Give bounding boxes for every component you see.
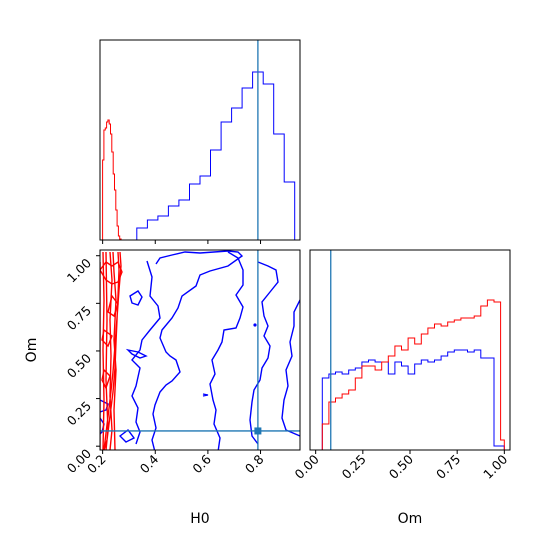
h0-x-tick-label-3: 0.8 bbox=[242, 451, 267, 476]
x-axis-label-h0: H0 bbox=[190, 511, 209, 527]
om-x-tick-label-4: 1.00 bbox=[480, 451, 510, 481]
h0-marginal-panel bbox=[99, 39, 301, 244]
om-y-tick-label-3: 0.75 bbox=[64, 303, 94, 333]
contour-content bbox=[100, 250, 300, 450]
om-y-tick-label-1: 0.25 bbox=[64, 398, 94, 428]
h0-hist-series-1 bbox=[102, 119, 123, 241]
blue-contour-bottom bbox=[118, 429, 136, 443]
om-hist-series-1 bbox=[315, 299, 505, 451]
om-marginal-panel: 0.00 0.25 0.50 0.75 1.00 bbox=[292, 249, 511, 482]
blue-contour-blip bbox=[202, 393, 209, 397]
red-contour-loop bbox=[100, 260, 123, 390]
om-hist-series-0 bbox=[315, 349, 505, 451]
blue-contour-tick bbox=[125, 348, 148, 359]
om-y-tick-label-2: 0.50 bbox=[64, 350, 94, 380]
blue-contour-right bbox=[209, 251, 244, 450]
h0-marginal-frame bbox=[99, 39, 301, 241]
contour-ticks: 0.2 0.4 0.6 0.80.000.250.500.751.00 bbox=[64, 255, 267, 476]
blue-contour-center bbox=[131, 250, 244, 450]
contour-truth-marker bbox=[254, 427, 262, 435]
x-axis-label-om: Om bbox=[398, 511, 423, 527]
h0-hist-series-0 bbox=[105, 71, 296, 241]
h0-x-tick-label-1: 0.4 bbox=[137, 451, 162, 476]
blue-contour-dot bbox=[253, 323, 257, 327]
om-x-tick-label-1: 0.25 bbox=[339, 452, 369, 482]
om-marginal-content bbox=[315, 250, 505, 451]
contour-frame bbox=[99, 249, 301, 451]
om-y-tick-label-4: 1.00 bbox=[64, 255, 94, 285]
y-axis-label-om: Om bbox=[24, 338, 40, 363]
h0-om-contour-panel: 0.2 0.4 0.6 0.80.000.250.500.751.00 bbox=[64, 249, 301, 476]
blue-contour-small-ring bbox=[129, 290, 143, 306]
h0-x-tick-label-2: 0.6 bbox=[189, 451, 214, 476]
om-x-tick-label-0: 0.00 bbox=[292, 451, 322, 481]
om-x-tick-label-2: 0.50 bbox=[386, 451, 416, 481]
red-contour-band bbox=[100, 251, 122, 450]
om-marginal-ticks: 0.00 0.25 0.50 0.75 1.00 bbox=[292, 450, 510, 482]
h0-marginal-ticks bbox=[102, 240, 262, 244]
blue-contour-far-right bbox=[249, 261, 300, 445]
h0-marginal-content bbox=[102, 40, 296, 241]
om-x-tick-label-3: 0.75 bbox=[433, 452, 463, 482]
